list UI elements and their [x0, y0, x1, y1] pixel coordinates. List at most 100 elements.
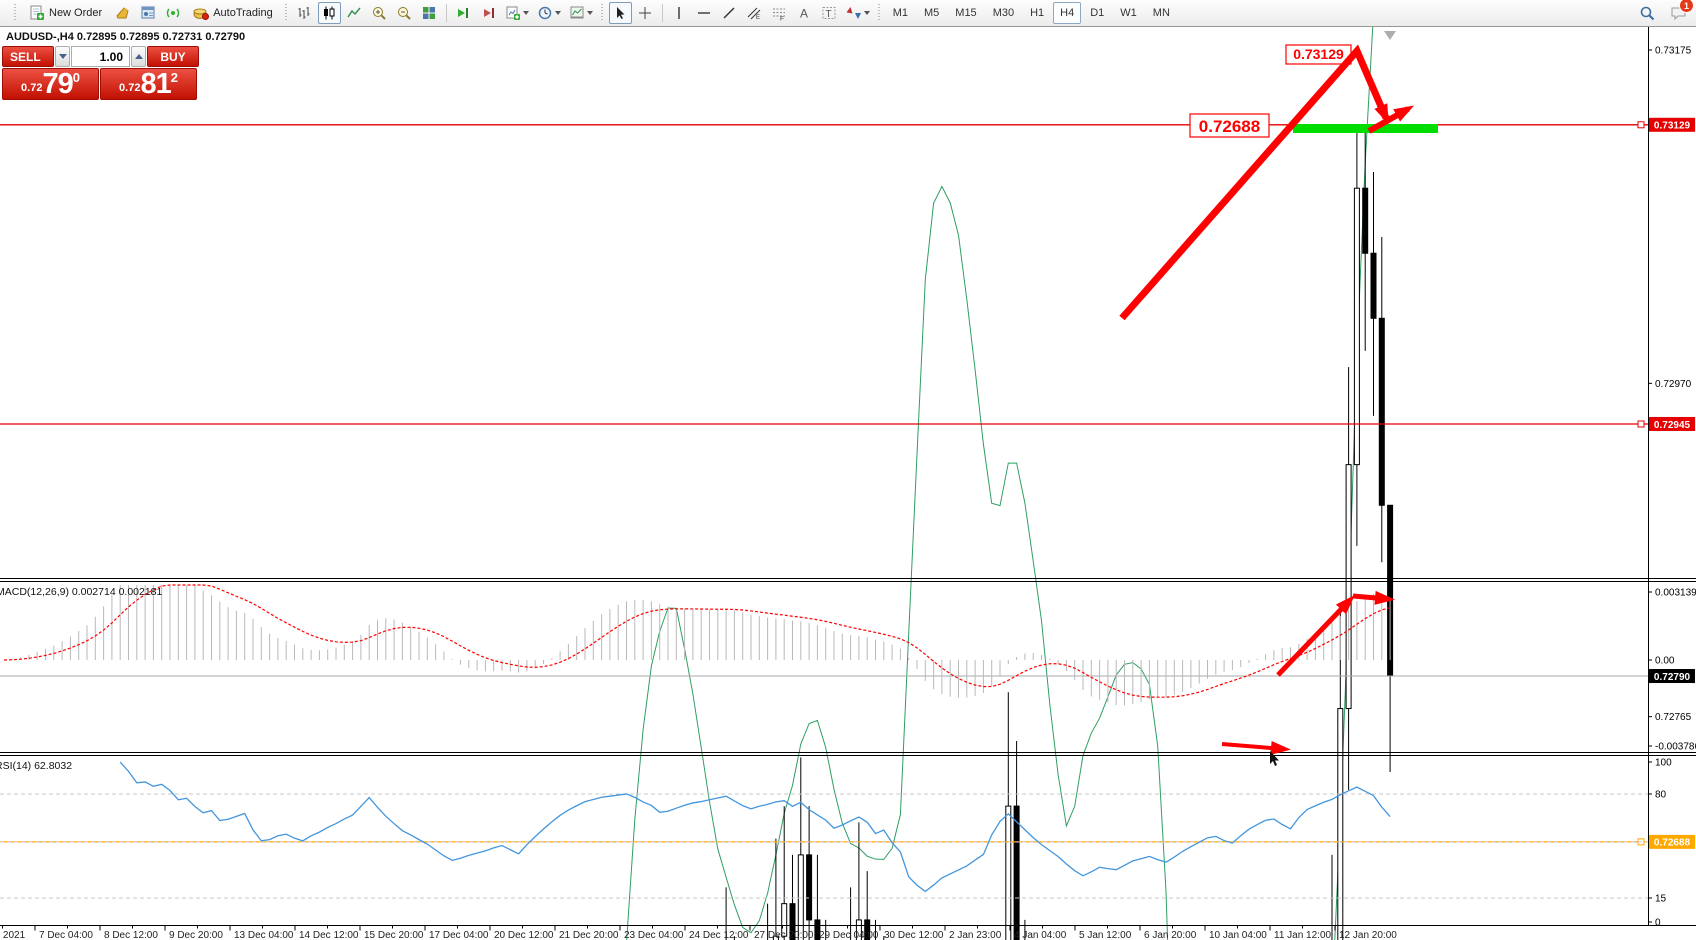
buy-button[interactable]: BUY — [147, 46, 199, 67]
trend-arrow[interactable] — [1119, 44, 1390, 321]
volume-increase-button[interactable] — [131, 46, 146, 67]
trend-arrow[interactable] — [1276, 594, 1355, 677]
trend-arrow[interactable] — [1221, 740, 1291, 755]
candlestick-mode-button[interactable] — [317, 2, 341, 24]
svg-text:0.73129: 0.73129 — [1654, 121, 1691, 132]
channel-tool-button[interactable]: E — [743, 2, 766, 24]
new-order-button[interactable]: New Order — [22, 2, 109, 24]
text-tool-button[interactable]: A — [793, 2, 816, 24]
autotrading-button[interactable]: AutoTrading — [186, 2, 280, 24]
clock-icon — [538, 6, 551, 20]
data-window-icon — [141, 6, 155, 19]
timeframe-h1-button[interactable]: H1 — [1030, 7, 1045, 19]
trend-arrow[interactable] — [1352, 590, 1395, 605]
timeframe-h4-button[interactable]: H4 — [1053, 2, 1082, 24]
arrows-tool-button[interactable] — [843, 2, 873, 24]
timeframe-mn-button[interactable]: MN — [1152, 7, 1170, 19]
label-tool-button[interactable]: T — [818, 2, 841, 24]
arrows-caret-icon[interactable] — [863, 11, 870, 15]
zoom-out-button[interactable] — [393, 2, 416, 24]
volume-decrease-button[interactable] — [55, 46, 70, 67]
trend-arrow[interactable] — [1367, 105, 1415, 134]
toolbar-drag-handle[interactable] — [599, 4, 605, 22]
market-watch-icon — [116, 7, 129, 19]
sell-button[interactable]: SELL — [2, 46, 54, 67]
svg-text:24 Dec 12:00: 24 Dec 12:00 — [689, 930, 749, 940]
templates-button[interactable] — [566, 2, 596, 24]
svg-text:10 Jan 04:00: 10 Jan 04:00 — [1209, 930, 1267, 940]
cursor-tool-button[interactable] — [608, 2, 632, 24]
timeframe-w1-button[interactable]: W1 — [1120, 7, 1137, 19]
svg-text:0: 0 — [1655, 918, 1661, 929]
candlestick-icon — [324, 6, 335, 20]
horizontal-line-icon — [698, 12, 711, 14]
support-zone-layer[interactable] — [1293, 124, 1438, 133]
timeframe-d1-button[interactable]: D1 — [1090, 7, 1105, 19]
clipped-toolbar-icon[interactable] — [1, 2, 9, 24]
svg-text:0.00: 0.00 — [1655, 656, 1675, 667]
zoom-in-button[interactable] — [368, 2, 391, 24]
auto-scroll-button[interactable] — [452, 2, 475, 24]
chart-shift-button[interactable] — [477, 2, 500, 24]
hline-tool-button[interactable] — [693, 2, 716, 24]
cursor-icon — [617, 7, 625, 19]
volume-input[interactable]: 1.00 — [71, 46, 130, 67]
new-chart-button[interactable] — [502, 2, 532, 24]
timeframe-m5-button[interactable]: M5 — [924, 7, 940, 19]
crosshair-tool-button[interactable] — [634, 2, 657, 24]
line-chart-mode-button[interactable] — [343, 2, 366, 24]
data-window-button[interactable] — [136, 2, 159, 24]
svg-text:100: 100 — [1655, 758, 1672, 769]
autotrading-icon — [193, 8, 210, 20]
search-button[interactable] — [1636, 2, 1659, 24]
sell-price-display[interactable]: 0.72 79 0 — [2, 68, 99, 100]
tile-windows-icon — [423, 7, 436, 19]
toolbar-drag-handle[interactable] — [13, 4, 18, 22]
tile-windows-button[interactable] — [418, 2, 441, 24]
buy-price-display[interactable]: 0.72 81 2 — [100, 68, 197, 100]
new-chart-caret-icon[interactable] — [522, 11, 529, 15]
chart-ohlc-header: AUDUSD-,H4 0.72895 0.72895 0.72731 0.727… — [6, 31, 245, 43]
timeframe-m30-button[interactable]: M30 — [992, 7, 1015, 19]
fibonacci-tool-button[interactable]: F — [768, 2, 791, 24]
bollinger-bands-layer — [626, 0, 1376, 940]
timeframe-m1-button[interactable]: M1 — [892, 7, 908, 19]
notifications-button[interactable]: 1 — [1667, 0, 1694, 24]
svg-text:30 Dec 12:00: 30 Dec 12:00 — [884, 930, 944, 940]
new-order-icon — [30, 5, 44, 20]
svg-text:2 Jan 23:00: 2 Jan 23:00 — [949, 930, 1002, 940]
signals-button[interactable] — [161, 2, 184, 24]
svg-text:14 Dec 12:00: 14 Dec 12:00 — [299, 930, 359, 940]
periods-caret-icon[interactable] — [554, 11, 561, 15]
macd-panel-layer — [3, 584, 1391, 706]
periods-button[interactable] — [534, 2, 564, 24]
arrow-objects-icon — [846, 7, 861, 19]
svg-text:15 Dec 20:00: 15 Dec 20:00 — [364, 930, 424, 940]
svg-text:23 Dec 04:00: 23 Dec 04:00 — [624, 930, 684, 940]
sell-price-sup: 0 — [72, 70, 80, 85]
spinner-up-icon — [134, 54, 143, 59]
rsi-panel-layer — [0, 761, 1648, 899]
sell-price-big: 79 — [42, 68, 73, 100]
market-watch-button[interactable] — [111, 2, 134, 24]
search-icon — [1640, 6, 1655, 20]
svg-text:12 Jan 20:00: 12 Jan 20:00 — [1339, 930, 1397, 940]
svg-text:20 Dec 12:00: 20 Dec 12:00 — [494, 930, 554, 940]
trendline-tool-button[interactable] — [718, 2, 741, 24]
buy-price-prefix: 0.72 — [119, 82, 141, 94]
svg-text:5 Jan 12:00: 5 Jan 12:00 — [1079, 930, 1132, 940]
bar-chart-mode-button[interactable] — [293, 2, 316, 24]
mouse-cursor-icon — [1270, 751, 1279, 766]
fibonacci-icon: F — [773, 8, 786, 21]
templates-caret-icon[interactable] — [586, 11, 593, 15]
toolbar-drag-handle[interactable] — [876, 4, 882, 22]
toolbar-right-icons: 1 — [1635, 0, 1694, 26]
line-chart-icon — [347, 7, 361, 18]
timeframe-m15-button[interactable]: M15 — [955, 7, 977, 19]
vline-tool-button[interactable] — [668, 2, 691, 24]
toolbar-drag-handle[interactable] — [283, 4, 289, 22]
toolbar-separator — [445, 4, 447, 22]
annotations-layer[interactable]: 0.73129 0.72688 — [1119, 31, 1415, 766]
